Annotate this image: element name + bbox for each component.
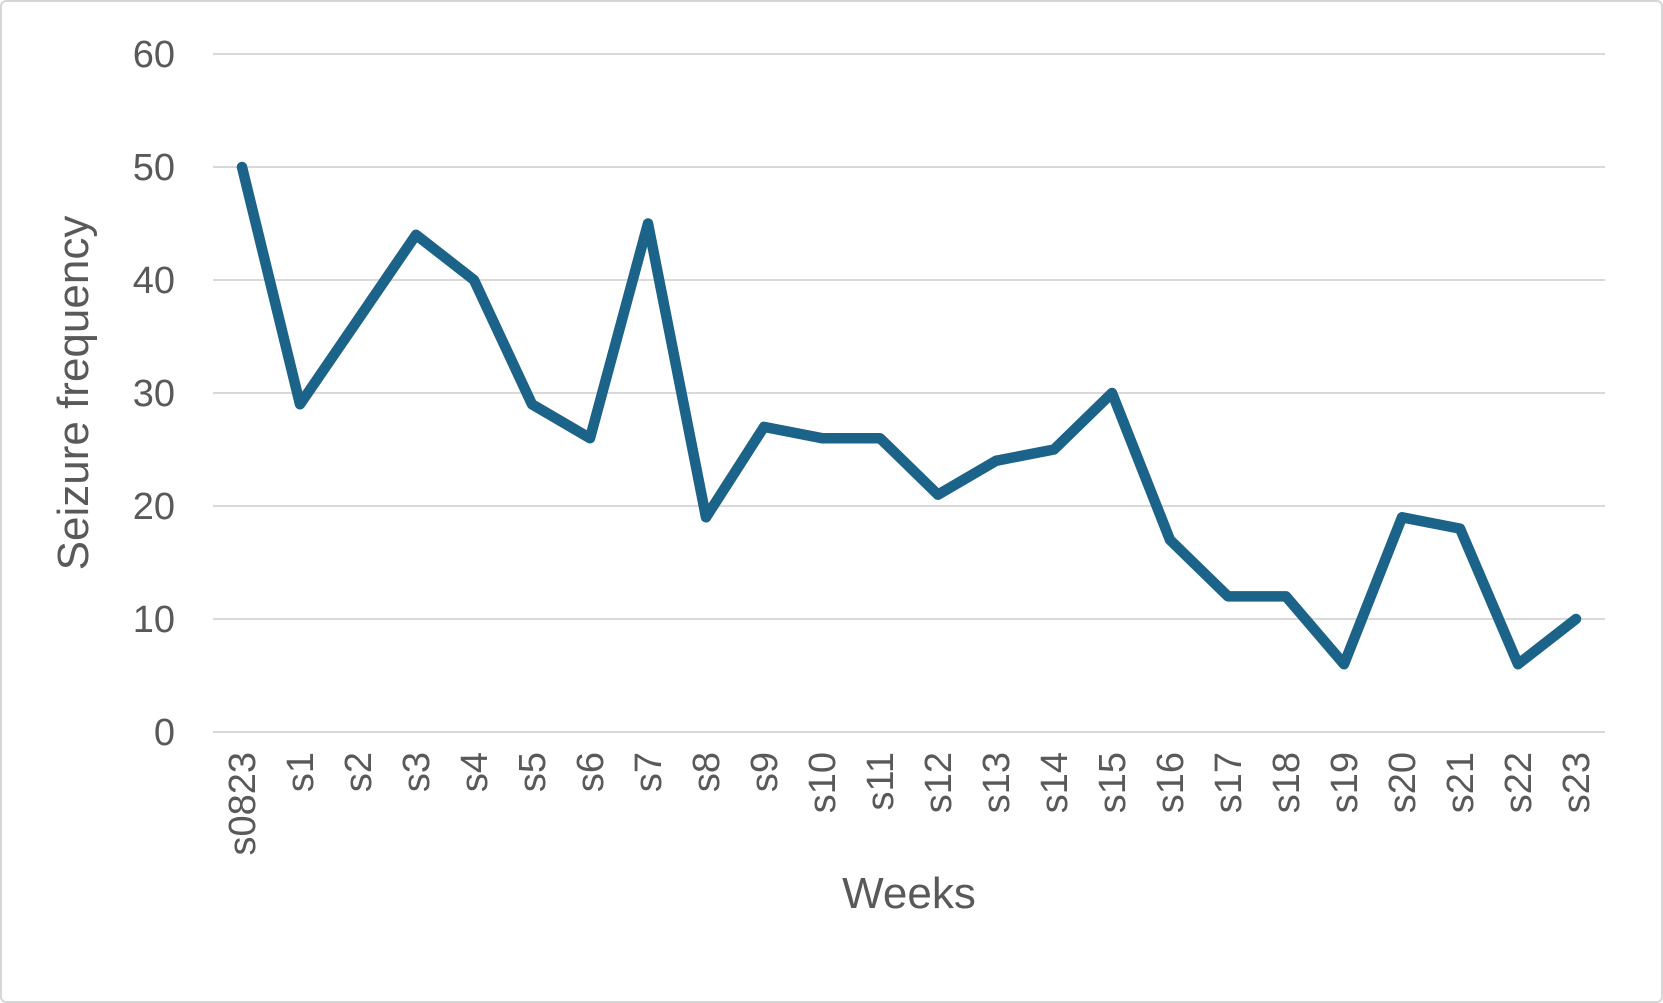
x-tick-label: s7 (628, 752, 670, 792)
x-tick-label: s16 (1150, 752, 1192, 813)
x-tick-label: s17 (1208, 752, 1250, 813)
x-tick-label: s18 (1266, 752, 1308, 813)
x-tick-label: s19 (1324, 752, 1366, 813)
x-tick-label: s5 (512, 752, 554, 792)
gridlines (213, 53, 1605, 733)
x-axis-tick-labels: s0823 s1 s2 s3 s4 s5 s6 s7 s8 s9 s10 s11 s12 s13 s14 s1… (222, 752, 1598, 856)
x-tick-label: s22 (1498, 752, 1540, 813)
y-tick-label: 60 (133, 34, 175, 76)
x-tick-label: s13 (976, 752, 1018, 813)
y-tick-label: 50 (133, 147, 175, 189)
x-tick-label: s4 (454, 752, 496, 792)
y-axis-title: Seizure frequency (49, 216, 98, 571)
x-tick-label: s20 (1382, 752, 1424, 813)
x-tick-label: s10 (802, 752, 844, 813)
y-tick-label: 30 (133, 373, 175, 415)
x-tick-label: s23 (1556, 752, 1598, 813)
x-tick-label: s2 (338, 752, 380, 792)
y-tick-label: 20 (133, 486, 175, 528)
series-line (236, 161, 1582, 670)
x-tick-label: s3 (396, 752, 438, 792)
x-tick-label: s12 (918, 752, 960, 813)
series-group (236, 161, 1582, 670)
x-tick-label: s6 (570, 752, 612, 792)
x-axis-title: Weeks (842, 869, 976, 918)
y-tick-label: 40 (133, 260, 175, 302)
x-tick-label: s21 (1440, 752, 1482, 813)
y-tick-label: 0 (154, 712, 175, 754)
y-tick-label: 10 (133, 599, 175, 641)
x-tick-label: s15 (1092, 752, 1134, 813)
x-tick-label: s0823 (222, 752, 264, 856)
y-axis-tick-labels: 0 10 20 30 40 50 60 (133, 34, 175, 754)
x-tick-label: s1 (280, 752, 322, 792)
x-tick-label: s14 (1034, 752, 1076, 813)
x-tick-label: s9 (744, 752, 786, 792)
x-tick-label: s11 (860, 752, 902, 810)
x-tick-label: s8 (686, 752, 728, 792)
